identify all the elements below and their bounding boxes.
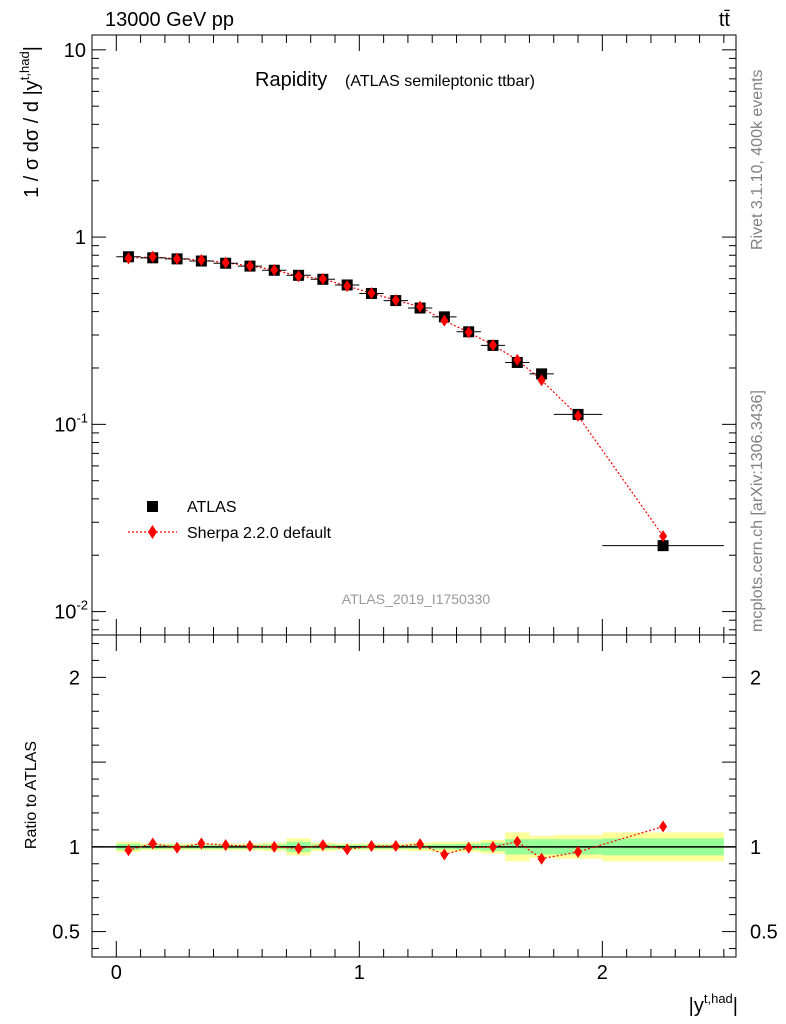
ratio-sherpa-point bbox=[148, 837, 157, 850]
ratio-y-tick-label-right: 1 bbox=[750, 837, 761, 859]
ratio-sherpa-point bbox=[197, 837, 206, 850]
svg-text:|yt,had|: |yt,had| bbox=[689, 991, 738, 1017]
sherpa-point bbox=[659, 530, 668, 543]
legend-marker-sherpa bbox=[148, 525, 157, 539]
main-y-axis-label: 1 / σ dσ / d |yt,had| bbox=[17, 46, 43, 198]
ratio-plot-panel: 2 2 1 1 0.5 0.5 0 1 2 Ratio to ATLAS |yt,had| bbox=[23, 634, 778, 1017]
sherpa-point bbox=[294, 270, 303, 283]
sherpa-point bbox=[221, 256, 230, 269]
y-tick-label: 10-2 bbox=[54, 598, 88, 624]
ratio-y-axis-label: Ratio to ATLAS bbox=[23, 741, 40, 849]
sherpa-point bbox=[148, 250, 157, 263]
ratio-sherpa-point bbox=[245, 839, 254, 852]
ratio-sherpa-point bbox=[173, 841, 182, 854]
sherpa-point bbox=[197, 253, 206, 266]
generator-label: Rivet 3.1.10, 400k events bbox=[749, 69, 766, 250]
x-tick-label: 1 bbox=[354, 962, 365, 984]
ratio-sherpa-point bbox=[343, 843, 352, 856]
legend: ATLAS Sherpa 2.2.0 default bbox=[128, 499, 332, 542]
sherpa-point bbox=[416, 300, 425, 313]
sherpa-point bbox=[245, 259, 254, 272]
ratio-y-tick-label-left: 1 bbox=[69, 837, 80, 859]
atlas-point bbox=[536, 368, 548, 380]
legend-label-sherpa: Sherpa 2.2.0 default bbox=[187, 525, 332, 542]
plot-title: Rapidity bbox=[255, 69, 327, 91]
sherpa-point bbox=[513, 353, 522, 366]
svg-text:1 / σ dσ / d |yt,had|: 1 / σ dσ / d |yt,had| bbox=[17, 46, 43, 198]
sherpa-point bbox=[440, 314, 449, 327]
sherpa-point bbox=[367, 287, 376, 300]
ratio-sherpa-point bbox=[221, 839, 230, 852]
sherpa-point bbox=[173, 252, 182, 265]
sherpa-point bbox=[270, 263, 279, 276]
x-tick-label: 0 bbox=[111, 962, 122, 984]
source-label: mcplots.cern.ch [arXiv:1306.3436] bbox=[749, 390, 766, 632]
process-label: tt̄ bbox=[719, 9, 731, 31]
sherpa-point bbox=[318, 272, 327, 285]
ratio-sherpa-point bbox=[270, 840, 279, 853]
x-tick-label: 2 bbox=[597, 962, 608, 984]
ratio-sherpa-point bbox=[488, 840, 497, 853]
x-axis-label: |yt,had| bbox=[689, 991, 738, 1017]
ratio-sherpa-point bbox=[367, 839, 376, 852]
ratio-sherpa-point bbox=[391, 839, 400, 852]
ratio-y-tick-label-right: 0.5 bbox=[750, 922, 778, 944]
y-tick-label: 10 bbox=[64, 40, 86, 62]
y-tick-label: 1 bbox=[75, 227, 86, 249]
sherpa-point bbox=[124, 252, 133, 265]
ratio-sherpa-point bbox=[416, 838, 425, 851]
plot-subtitle: (ATLAS semileptonic ttbar) bbox=[345, 73, 535, 90]
ratio-sherpa-point bbox=[574, 845, 583, 858]
energy-label: 13000 GeV pp bbox=[105, 9, 234, 31]
ratio-y-tick-label-left: 2 bbox=[69, 667, 80, 689]
ratio-sherpa-point bbox=[537, 852, 546, 865]
ratio-sherpa-point bbox=[513, 835, 522, 848]
sherpa-point bbox=[537, 374, 546, 387]
sherpa-point bbox=[343, 280, 352, 293]
ratio-frame bbox=[91, 634, 737, 958]
legend-label-atlas: ATLAS bbox=[187, 499, 237, 516]
analysis-watermark: ATLAS_2019_I1750330 bbox=[342, 591, 491, 607]
ratio-y-tick-label-right: 2 bbox=[750, 667, 761, 689]
ratio-sherpa-point bbox=[659, 820, 668, 833]
ratio-sherpa-line bbox=[128, 825, 664, 860]
sherpa-point bbox=[464, 326, 473, 339]
sherpa-point bbox=[488, 339, 497, 352]
y-tick-label: 10-1 bbox=[54, 410, 88, 436]
main-plot-panel: Rapidity (ATLAS semileptonic ttbar) ATLA… bbox=[17, 34, 737, 636]
sherpa-point bbox=[574, 409, 583, 422]
ratio-sherpa-point bbox=[124, 844, 133, 857]
ratio-sherpa-point bbox=[464, 841, 473, 854]
legend-marker-atlas bbox=[147, 501, 158, 512]
sherpa-point bbox=[391, 294, 400, 307]
ratio-y-tick-label-left: 0.5 bbox=[52, 922, 80, 944]
atlas-point bbox=[657, 540, 669, 552]
main-frame bbox=[91, 34, 737, 636]
ratio-sherpa-point bbox=[318, 839, 327, 852]
ratio-sherpa-point bbox=[440, 848, 449, 861]
ratio-sherpa-point bbox=[294, 842, 303, 855]
